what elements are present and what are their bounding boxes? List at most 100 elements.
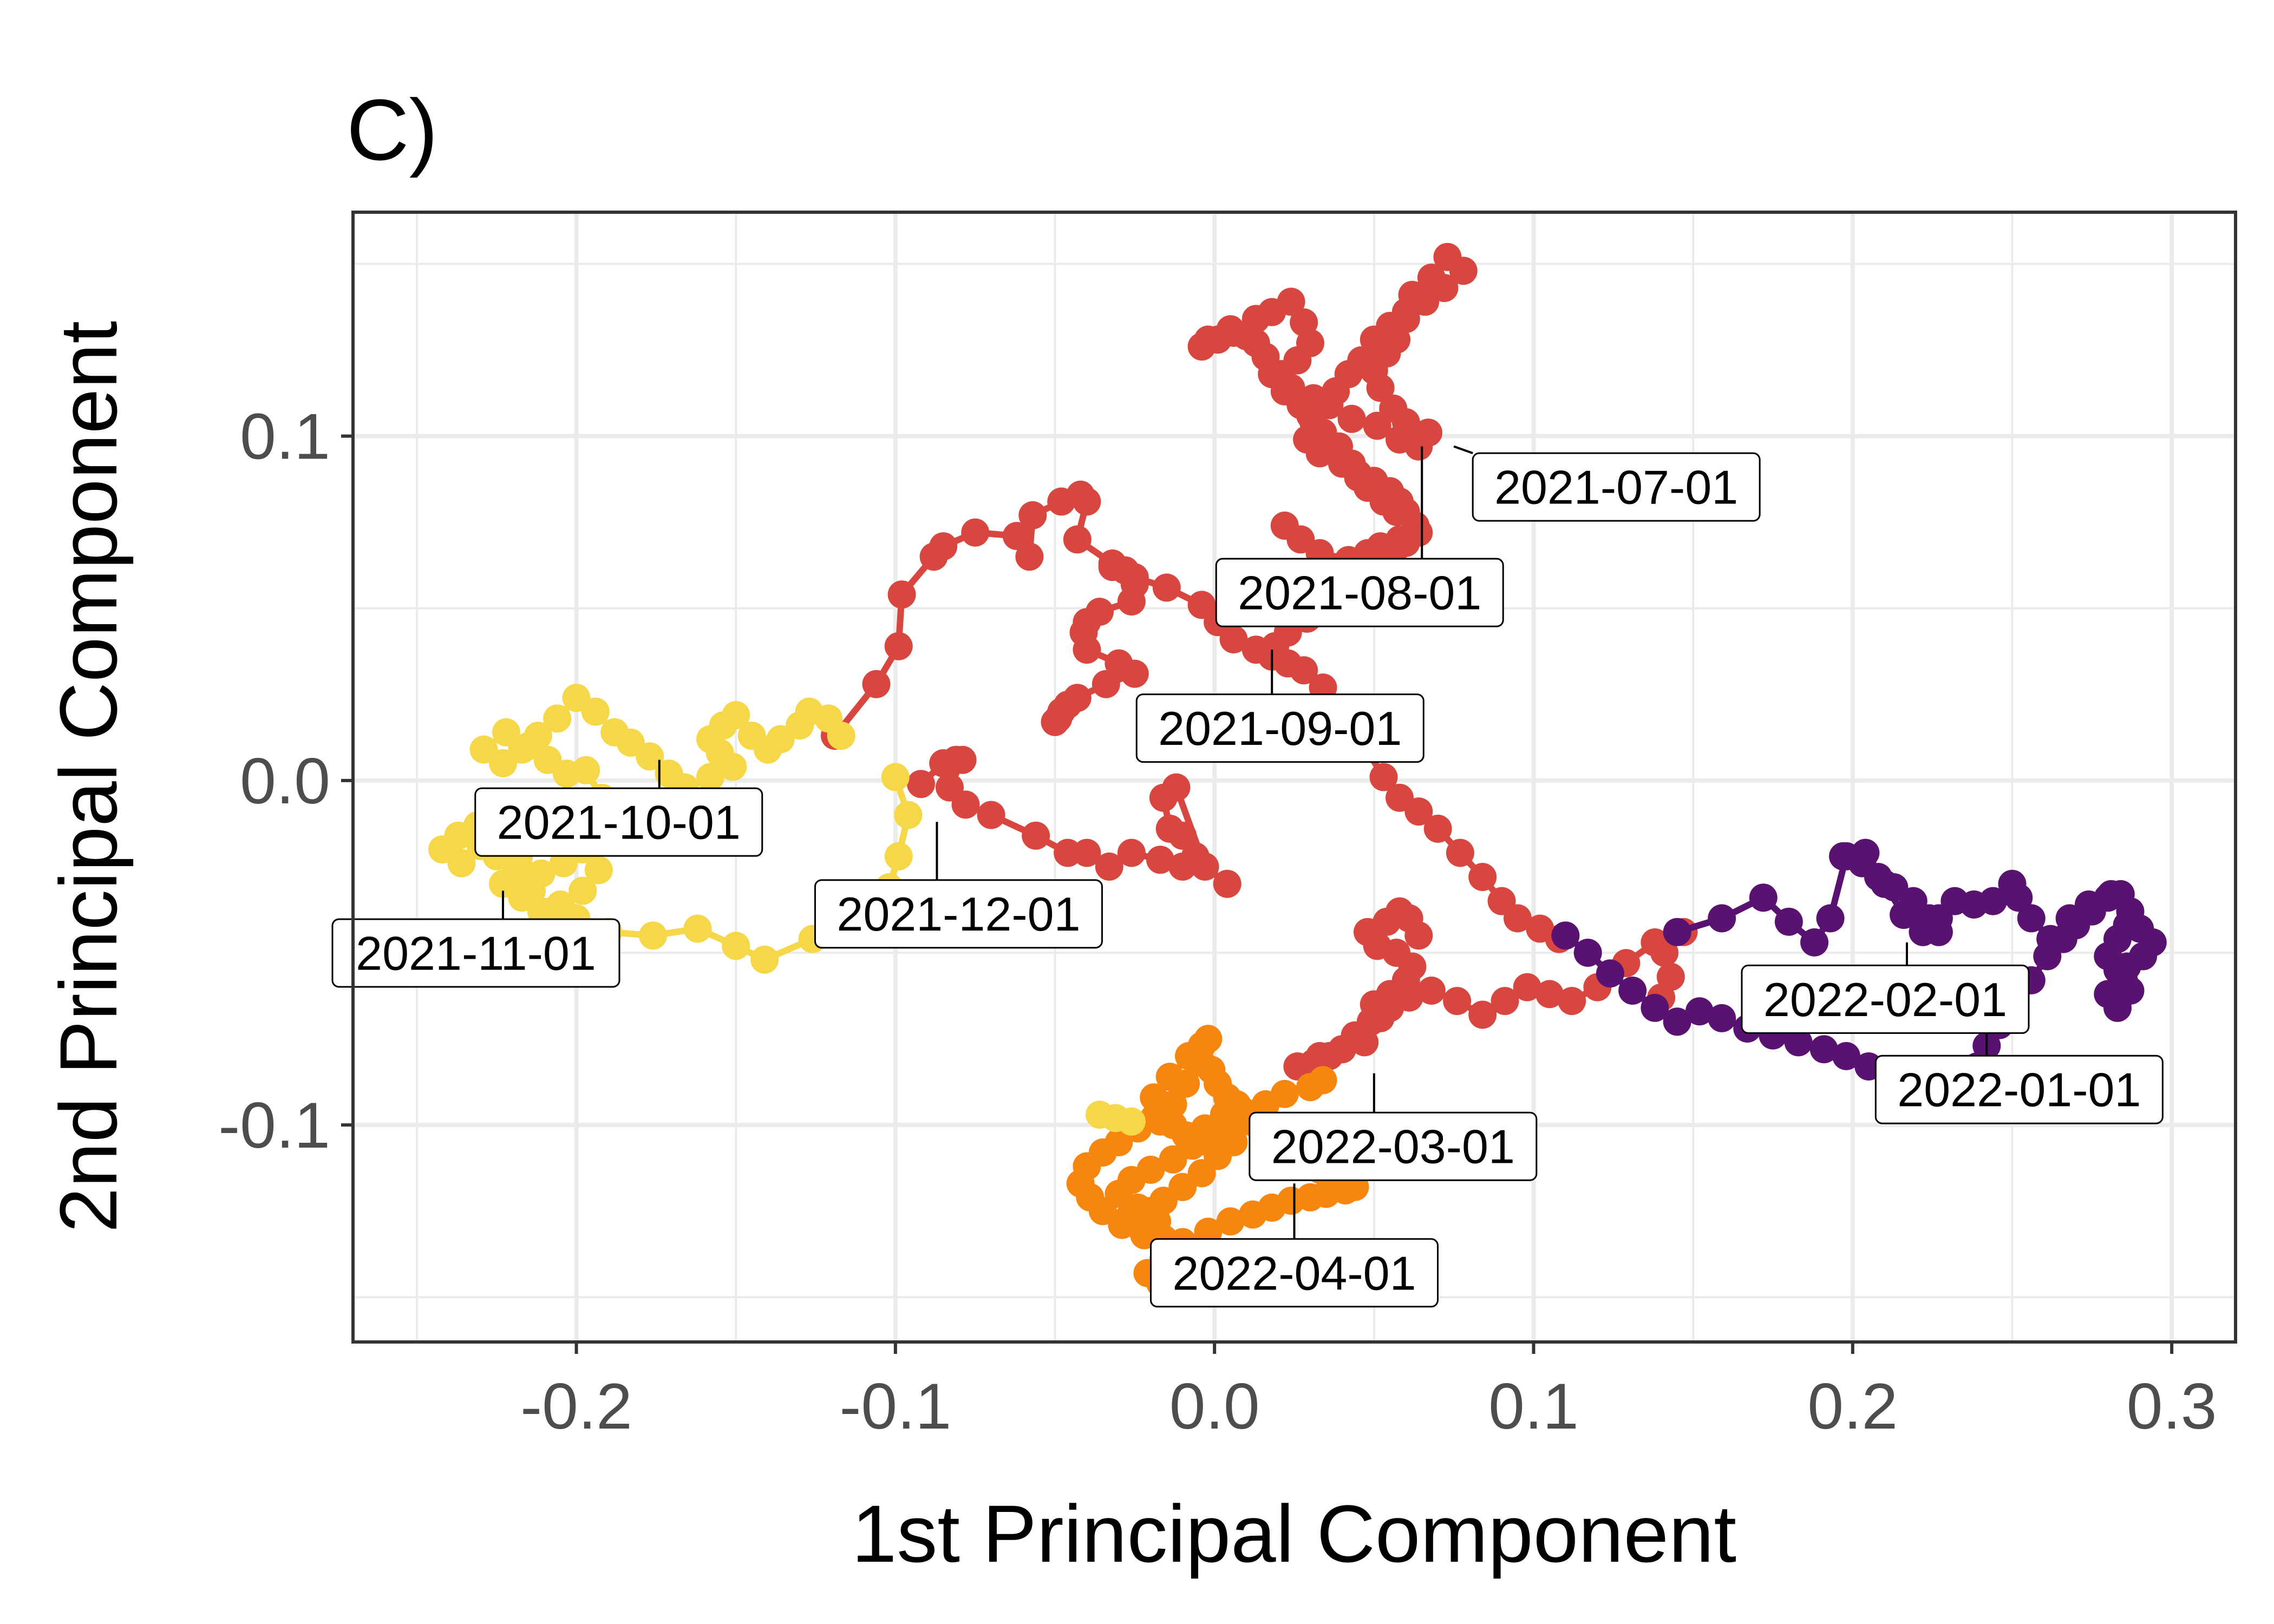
data-point (600, 718, 629, 746)
data-point (1417, 977, 1446, 1005)
data-point (1092, 670, 1120, 698)
data-point (1641, 928, 1669, 957)
data-point (887, 580, 916, 609)
data-point (961, 518, 990, 547)
data-point (1774, 907, 1803, 936)
data-point (951, 790, 980, 819)
data-point (1404, 797, 1433, 826)
x-tick-label: 0.1 (1488, 1370, 1579, 1443)
data-point (1041, 708, 1069, 736)
data-point (1446, 839, 1474, 867)
x-tick-label: 0.0 (1169, 1370, 1260, 1443)
data-point (1117, 839, 1146, 867)
y-tick-label: 0.0 (240, 745, 330, 817)
data-point (1270, 512, 1299, 540)
data-point (737, 722, 766, 750)
data-point (1391, 497, 1420, 526)
series-group (1187, 243, 1478, 660)
data-point (1513, 973, 1541, 1001)
data-point (1663, 1007, 1691, 1036)
data-point (1551, 921, 1580, 950)
data-point (1277, 287, 1305, 316)
data-point (1146, 1107, 1174, 1136)
data-point (1491, 987, 1519, 1016)
data-point (1063, 525, 1092, 554)
y-tick-label: 0.1 (240, 401, 330, 473)
data-point (1832, 1042, 1860, 1070)
annotation-box (1741, 964, 2030, 1034)
data-point (1296, 1073, 1324, 1102)
data-point (884, 842, 913, 870)
data-point (2074, 890, 2103, 919)
data-point (1283, 1052, 1312, 1081)
data-point (1656, 962, 1685, 991)
annotation-box (1472, 452, 1761, 522)
data-point (1219, 625, 1248, 653)
panel-tag: C) (347, 81, 438, 178)
data-point (1816, 904, 1845, 933)
x-tick-label: 0.3 (2127, 1370, 2217, 1443)
annotation-text: 2021-07-01 (1494, 461, 1738, 514)
data-point (492, 718, 520, 746)
data-point (1641, 993, 1669, 1022)
annotation-text: 2021-12-01 (837, 887, 1080, 941)
series-group (1041, 553, 1149, 736)
data-point (469, 735, 498, 764)
annotation-box (1215, 558, 1504, 627)
data-point (1749, 883, 1778, 912)
annotation-label: 2021-07-01 (1472, 452, 1761, 522)
annotation-box (814, 879, 1103, 949)
data-point (1216, 315, 1245, 344)
annotation-text: 2021-11-01 (356, 926, 596, 980)
data-point (1136, 1155, 1165, 1184)
data-point (1002, 522, 1031, 551)
annotation-label: 2021-11-01 (331, 918, 620, 988)
data-point (572, 756, 600, 784)
data-point (1290, 656, 1318, 685)
data-point (1213, 869, 1241, 898)
annotation-text: 2022-01-01 (1897, 1063, 2141, 1117)
data-point (1172, 1069, 1200, 1098)
data-point (683, 914, 712, 943)
data-point (2113, 911, 2141, 940)
data-point (1708, 1004, 1736, 1032)
data-point (1018, 501, 1047, 529)
data-point (1350, 1028, 1379, 1057)
data-point (518, 876, 546, 905)
data-point (1366, 1004, 1395, 1032)
data-point (1468, 863, 1497, 891)
annotation-text: 2021-09-01 (1158, 702, 1402, 755)
annotation-box (1874, 1055, 2164, 1124)
x-tick-label: -0.2 (520, 1370, 632, 1443)
data-point (1216, 1207, 1245, 1236)
annotation-text: 2022-04-01 (1172, 1246, 1416, 1300)
data-point (1800, 928, 1829, 957)
annotation-leader (1453, 445, 1473, 455)
data-point (1535, 980, 1564, 1009)
data-point (750, 945, 779, 974)
data-point (1162, 773, 1191, 802)
annotation-text: 2021-10-01 (497, 796, 741, 849)
data-point (1423, 814, 1452, 843)
data-point (1146, 846, 1174, 874)
data-point (907, 770, 935, 798)
data-point (2017, 904, 2046, 933)
data-point (1191, 852, 1219, 881)
annotation-box (1135, 693, 1424, 763)
data-point (1369, 763, 1398, 791)
data-point (1379, 394, 1408, 423)
data-point (1596, 959, 1624, 988)
data-point (1414, 418, 1442, 447)
data-point (1117, 1107, 1146, 1136)
data-point (655, 759, 683, 788)
data-point (1360, 325, 1388, 354)
annotation-label: 2021-12-01 (814, 879, 1103, 949)
data-point (1194, 1025, 1223, 1053)
data-point (1404, 921, 1433, 950)
data-point (2097, 880, 2126, 908)
data-point (696, 763, 724, 791)
data-point (1127, 1214, 1155, 1242)
data-point (568, 876, 597, 905)
